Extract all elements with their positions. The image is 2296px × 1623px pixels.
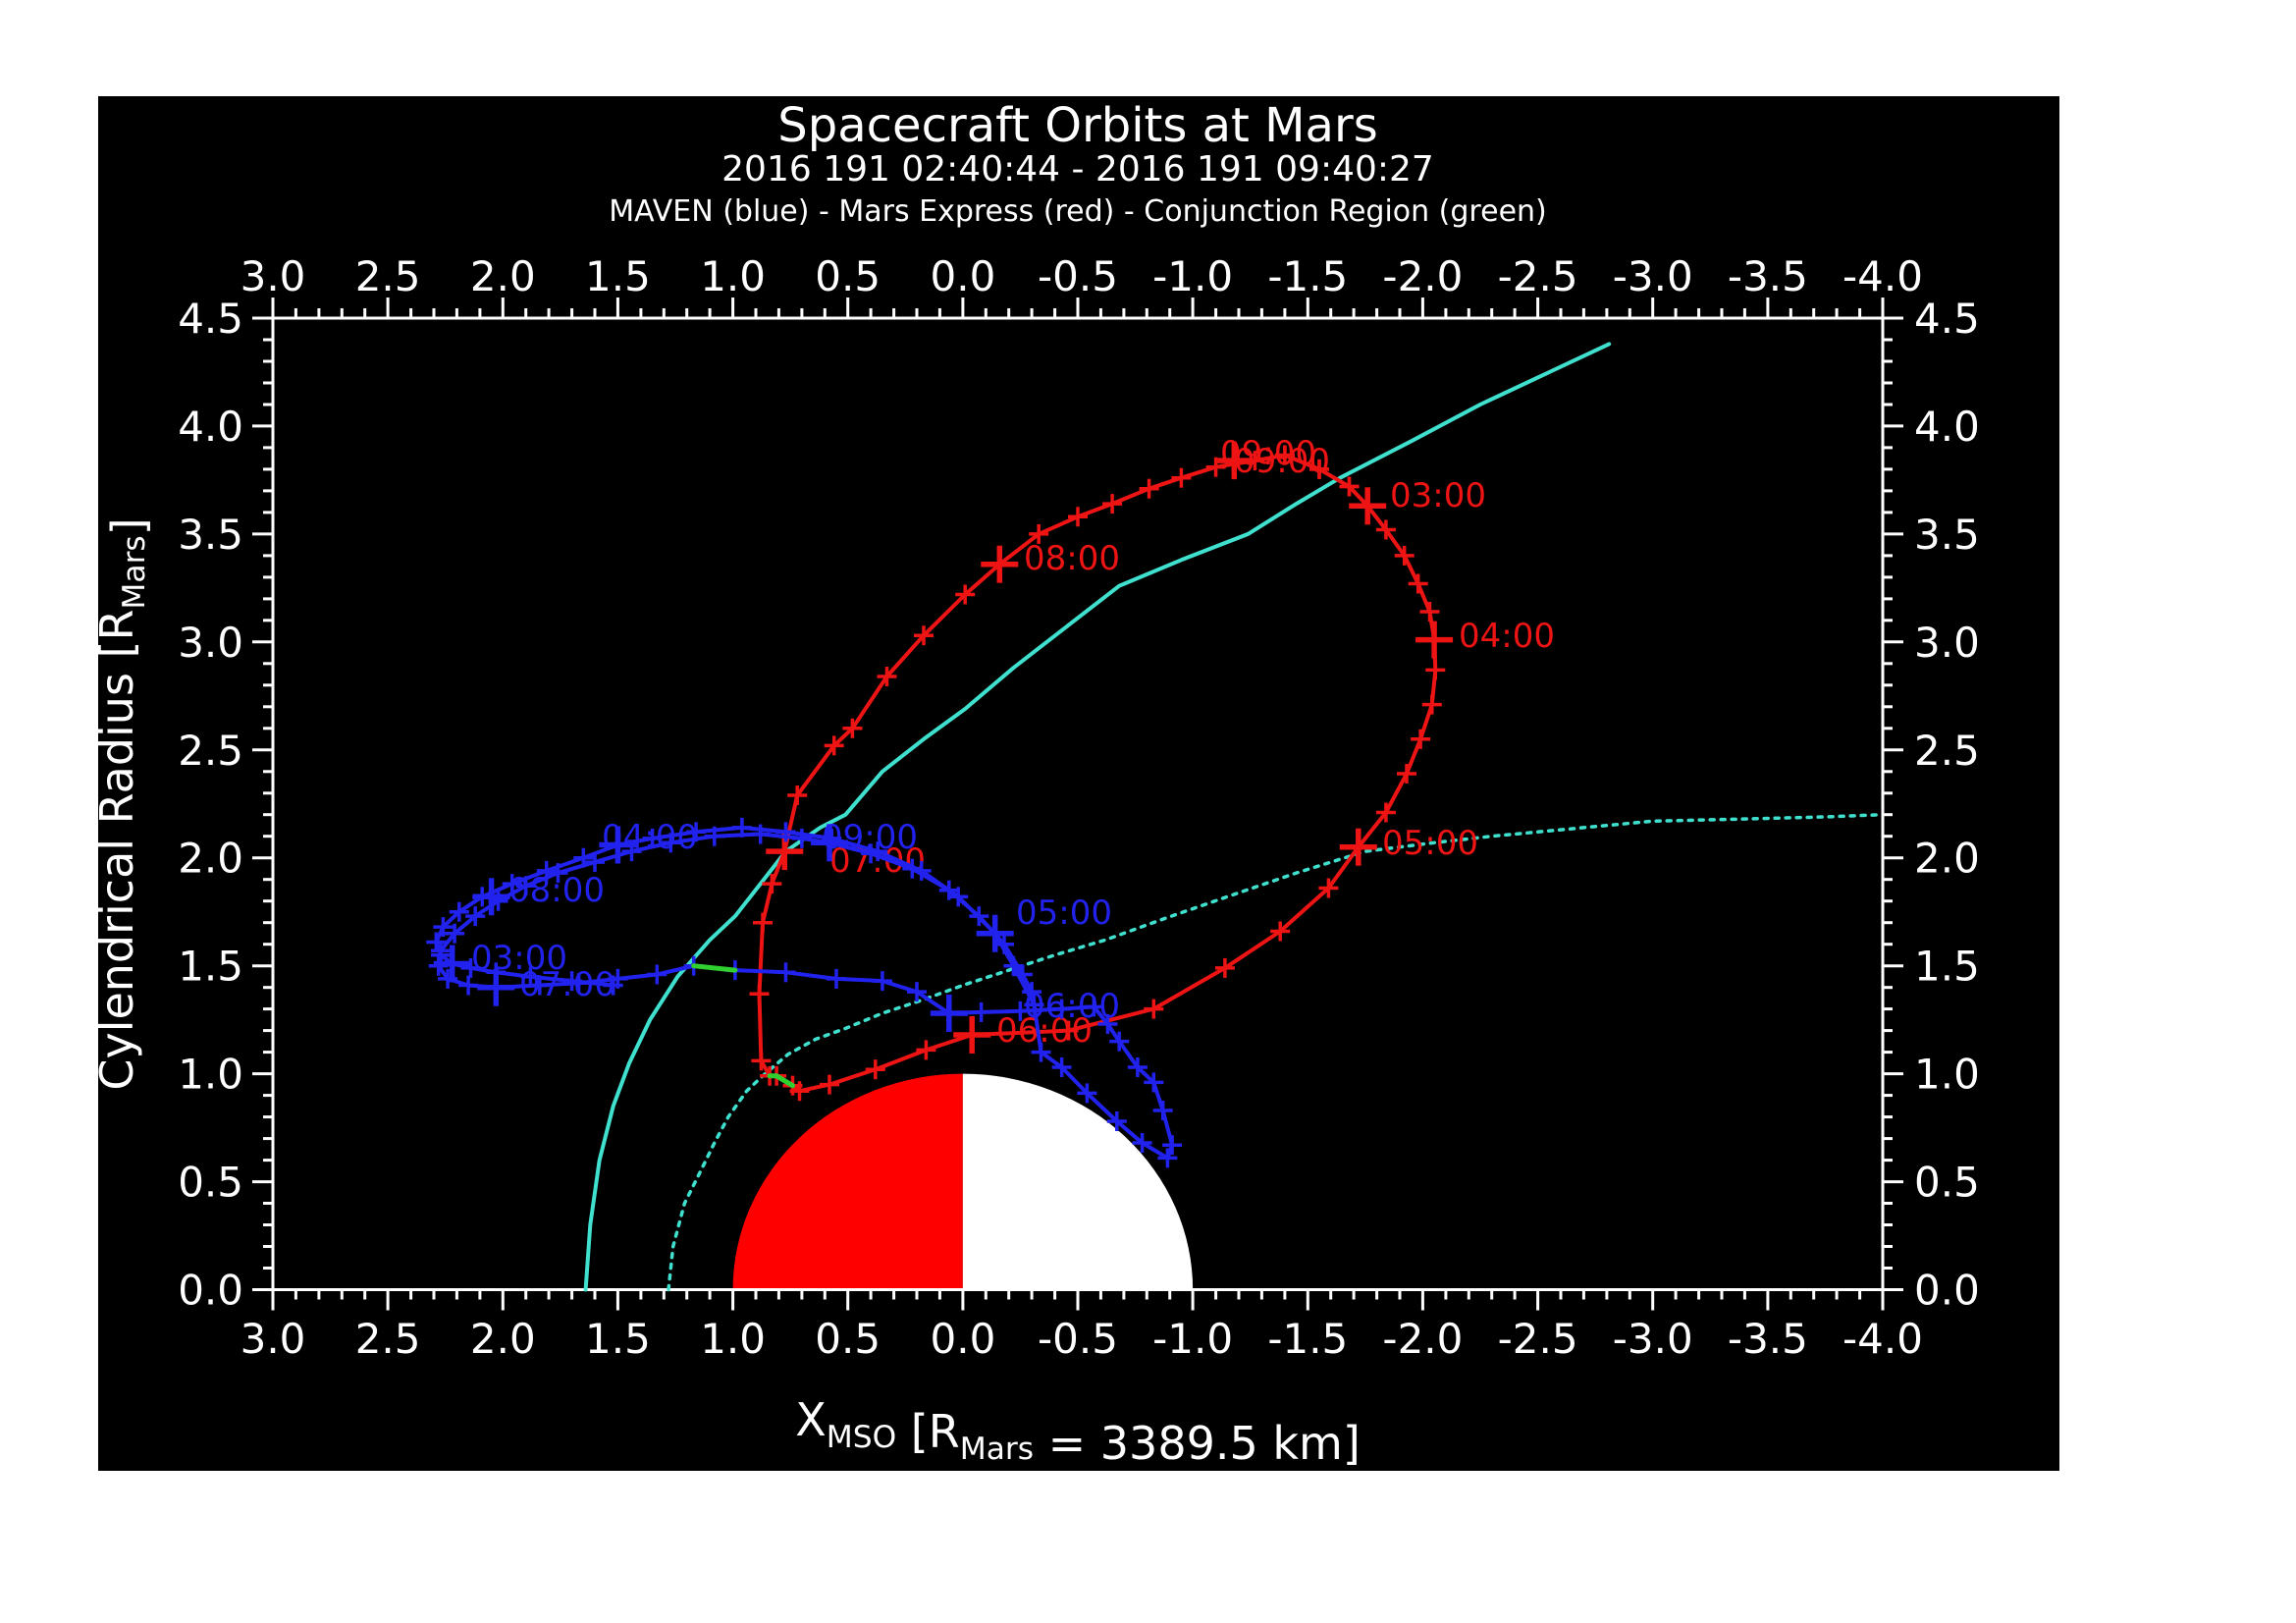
mars-nightside-half bbox=[962, 1073, 1194, 1290]
y-tick-label-left: 0.0 bbox=[178, 1267, 243, 1315]
x-tick-label-bottom: -0.5 bbox=[1038, 1315, 1118, 1363]
conjunction-mex-series bbox=[767, 1073, 795, 1089]
maven-time-label: 08:00 bbox=[508, 871, 605, 910]
x-axis-title: XMSO [RMars = 3389.5 km] bbox=[795, 1393, 1361, 1470]
mex-time-label: 09:00 bbox=[1234, 442, 1330, 481]
y-tick-label-right: 3.5 bbox=[1914, 511, 1980, 559]
x-tick-label-top: 3.0 bbox=[240, 252, 306, 300]
mex-time-label: 08:00 bbox=[1024, 539, 1120, 578]
y-tick-label-right: 4.0 bbox=[1914, 403, 1980, 451]
maven-time-label: 09:00 bbox=[822, 818, 918, 857]
x-tick-label-bottom: 1.0 bbox=[700, 1315, 766, 1363]
y-tick-label-left: 2.5 bbox=[178, 727, 243, 775]
y-tick-label-right: 3.0 bbox=[1914, 619, 1980, 667]
series-legend: MAVEN (blue) - Mars Express (red) - Conj… bbox=[609, 194, 1547, 229]
mpb-series bbox=[667, 812, 1885, 1292]
x-tick-label-top: -2.0 bbox=[1382, 252, 1463, 300]
x-tick-label-bottom: -3.5 bbox=[1728, 1315, 1808, 1363]
x-tick-label-bottom: 1.5 bbox=[585, 1315, 651, 1363]
x-tick-label-top: -2.5 bbox=[1498, 252, 1578, 300]
x-tick-label-bottom: 2.5 bbox=[355, 1315, 421, 1363]
conjunction-mex-path bbox=[767, 1073, 795, 1089]
mex-time-label: 05:00 bbox=[1382, 824, 1478, 863]
x-tick-label-bottom: -1.5 bbox=[1267, 1315, 1348, 1363]
x-tick-label-bottom: 0.5 bbox=[815, 1315, 881, 1363]
x-tick-label-top: 0.0 bbox=[931, 252, 996, 300]
y-tick-label-right: 4.5 bbox=[1914, 295, 1980, 343]
maven-time-label: 06:00 bbox=[1024, 987, 1120, 1026]
y-tick-label-left: 1.0 bbox=[178, 1051, 243, 1099]
y-tick-label-left: 1.5 bbox=[178, 943, 243, 991]
axis-ticks bbox=[252, 298, 1903, 1311]
maven-series: 03:00 04:00 05:00 06:00 07:00 08:00 09:00 bbox=[426, 817, 1183, 1168]
time-range-subtitle: 2016 191 02:40:44 - 2016 191 09:40:27 bbox=[721, 149, 1434, 189]
x-tick-label-top: -1.0 bbox=[1152, 252, 1233, 300]
axis-tick-labels: 3.0 3.0 2.5 2.5 2.0 2.0 1.5 1.5 1.0 1.0 0.5 0.5 0.0 0… bbox=[178, 252, 1980, 1363]
x-tick-label-top: 2.0 bbox=[470, 252, 536, 300]
x-tick-label-bottom: 0.0 bbox=[931, 1315, 996, 1363]
x-tick-label-top: 2.5 bbox=[355, 252, 421, 300]
mars-disk bbox=[732, 1073, 1194, 1290]
y-tick-label-left: 3.5 bbox=[178, 511, 243, 559]
x-tick-label-bottom: 2.0 bbox=[470, 1315, 536, 1363]
x-tick-label-top: -4.0 bbox=[1842, 252, 1923, 300]
x-tick-label-bottom: -4.0 bbox=[1842, 1315, 1923, 1363]
x-tick-label-bottom: -2.5 bbox=[1498, 1315, 1578, 1363]
mex-time-label: 09:00 bbox=[1220, 434, 1316, 473]
y-tick-label-right: 0.5 bbox=[1914, 1159, 1980, 1207]
maven-time-label: 07:00 bbox=[519, 965, 615, 1004]
axis-titles: XMSO [RMars = 3389.5 km] Cylendrical Radi… bbox=[90, 517, 1361, 1470]
mars-dayside-half bbox=[732, 1073, 963, 1290]
x-tick-label-top: 0.5 bbox=[815, 252, 881, 300]
x-tick-label-top: 1.0 bbox=[700, 252, 766, 300]
y-tick-label-left: 4.5 bbox=[178, 295, 243, 343]
y-tick-label-left: 0.5 bbox=[178, 1159, 243, 1207]
y-tick-label-right: 2.5 bbox=[1914, 727, 1980, 775]
mex-time-label: 04:00 bbox=[1459, 617, 1555, 656]
y-tick-label-left: 4.0 bbox=[178, 403, 243, 451]
maven-time-label: 03:00 bbox=[471, 939, 567, 978]
x-tick-label-bottom: 3.0 bbox=[240, 1315, 306, 1363]
y-tick-label-right: 0.0 bbox=[1914, 1267, 1980, 1315]
x-tick-label-bottom: -2.0 bbox=[1382, 1315, 1463, 1363]
maven-time-label: 05:00 bbox=[1016, 893, 1112, 933]
x-tick-label-top: 1.5 bbox=[585, 252, 651, 300]
conjunction-maven-series bbox=[691, 963, 738, 973]
x-tick-label-top: -3.0 bbox=[1613, 252, 1693, 300]
mpb-path bbox=[667, 812, 1885, 1292]
maven-time-label: 04:00 bbox=[602, 818, 698, 857]
mex-time-label: 03:00 bbox=[1390, 476, 1486, 515]
x-tick-label-bottom: -1.0 bbox=[1152, 1315, 1233, 1363]
conjunction-maven-path bbox=[691, 963, 738, 973]
y-axis-title: Cylendrical Radius [RMars] bbox=[90, 517, 155, 1090]
x-tick-label-top: -0.5 bbox=[1038, 252, 1118, 300]
x-tick-label-bottom: -3.0 bbox=[1613, 1315, 1693, 1363]
bow-shock-path bbox=[583, 342, 1612, 1292]
x-tick-label-top: -3.5 bbox=[1728, 252, 1808, 300]
y-tick-label-right: 2.0 bbox=[1914, 835, 1980, 883]
bow-shock-series bbox=[583, 342, 1612, 1292]
mex-time-label: 06:00 bbox=[996, 1011, 1093, 1051]
y-tick-label-right: 1.0 bbox=[1914, 1051, 1980, 1099]
x-tick-label-top: -1.5 bbox=[1267, 252, 1348, 300]
y-tick-label-right: 1.5 bbox=[1914, 943, 1980, 991]
y-tick-label-left: 3.0 bbox=[178, 619, 243, 667]
y-tick-label-left: 2.0 bbox=[178, 835, 243, 883]
page-title: Spacecraft Orbits at Mars bbox=[777, 98, 1378, 153]
